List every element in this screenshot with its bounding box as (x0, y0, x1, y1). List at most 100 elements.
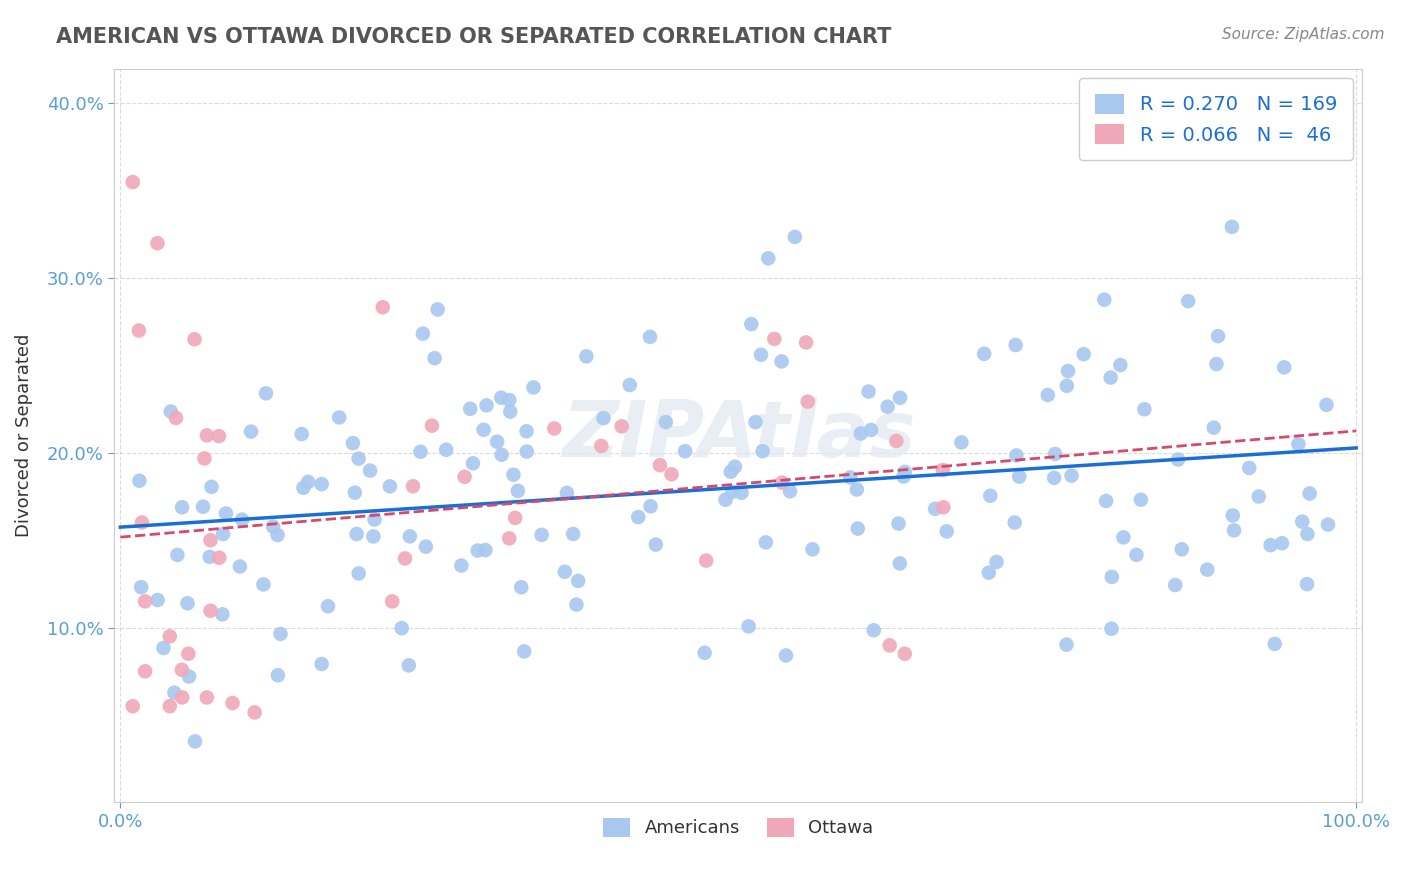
Point (648, 458, 671, 472)
Point (316, 599, 339, 614)
Point (1036, 388, 1059, 402)
Point (1260, 538, 1282, 552)
Point (231, 513, 253, 527)
Point (1298, 486, 1320, 500)
Point (516, 444, 538, 458)
Point (391, 621, 413, 635)
Point (163, 686, 186, 700)
Point (693, 646, 716, 660)
Point (200, 480, 222, 494)
Point (176, 596, 198, 610)
Point (1223, 524, 1246, 538)
Point (502, 467, 524, 482)
Point (498, 392, 520, 407)
Point (1164, 578, 1187, 592)
Point (200, 604, 222, 618)
Point (714, 492, 737, 507)
Point (862, 624, 884, 638)
Point (775, 648, 797, 663)
Point (363, 529, 385, 543)
Point (343, 485, 366, 500)
Point (1197, 563, 1219, 577)
Point (198, 549, 221, 564)
Point (1167, 452, 1189, 467)
Point (513, 644, 536, 658)
Point (267, 668, 290, 682)
Point (159, 629, 181, 643)
Point (503, 511, 526, 525)
Point (1056, 638, 1078, 652)
Text: Source: ZipAtlas.com: Source: ZipAtlas.com (1222, 27, 1385, 42)
Point (640, 500, 662, 514)
Point (434, 442, 457, 457)
Point (266, 528, 288, 542)
Point (1043, 471, 1066, 485)
Point (221, 696, 243, 710)
Point (252, 577, 274, 591)
Point (398, 529, 420, 543)
Point (858, 384, 880, 399)
Point (886, 434, 908, 448)
Point (165, 411, 187, 425)
Point (363, 512, 385, 526)
Point (128, 324, 150, 338)
Point (889, 391, 911, 405)
Point (1099, 370, 1122, 384)
Point (1101, 570, 1123, 584)
Point (1109, 358, 1132, 372)
Point (453, 470, 475, 484)
Point (243, 706, 266, 720)
Point (450, 558, 472, 573)
Point (655, 415, 678, 429)
Point (543, 421, 565, 435)
Point (172, 690, 194, 705)
Point (575, 349, 598, 363)
Point (1133, 402, 1156, 417)
Point (737, 619, 759, 633)
Point (516, 424, 538, 438)
Point (1296, 527, 1319, 541)
Point (779, 484, 801, 499)
Point (756, 252, 779, 266)
Point (506, 483, 529, 498)
Point (1239, 461, 1261, 475)
Point (402, 479, 425, 493)
Point (342, 436, 364, 450)
Point (1247, 490, 1270, 504)
Point (1056, 379, 1078, 393)
Point (461, 456, 484, 470)
Point (212, 527, 235, 541)
Point (159, 404, 181, 418)
Point (859, 423, 882, 437)
Point (1264, 637, 1286, 651)
Point (166, 548, 188, 562)
Point (783, 230, 806, 244)
Point (1177, 294, 1199, 309)
Point (398, 658, 420, 673)
Point (229, 559, 252, 574)
Point (134, 665, 156, 679)
Point (381, 594, 404, 608)
Point (240, 425, 263, 439)
Point (458, 401, 481, 416)
Point (195, 690, 218, 705)
Point (565, 598, 588, 612)
Point (1095, 494, 1118, 508)
Point (950, 435, 973, 450)
Point (1092, 293, 1115, 307)
Point (1005, 449, 1028, 463)
Point (893, 469, 915, 483)
Point (979, 489, 1001, 503)
Point (522, 380, 544, 394)
Point (1220, 219, 1243, 234)
Point (195, 428, 218, 442)
Point (467, 543, 489, 558)
Point (530, 528, 553, 542)
Point (673, 444, 696, 458)
Point (749, 348, 772, 362)
Point (1317, 517, 1340, 532)
Point (661, 467, 683, 482)
Point (1296, 577, 1319, 591)
Point (1171, 542, 1194, 557)
Point (562, 527, 585, 541)
